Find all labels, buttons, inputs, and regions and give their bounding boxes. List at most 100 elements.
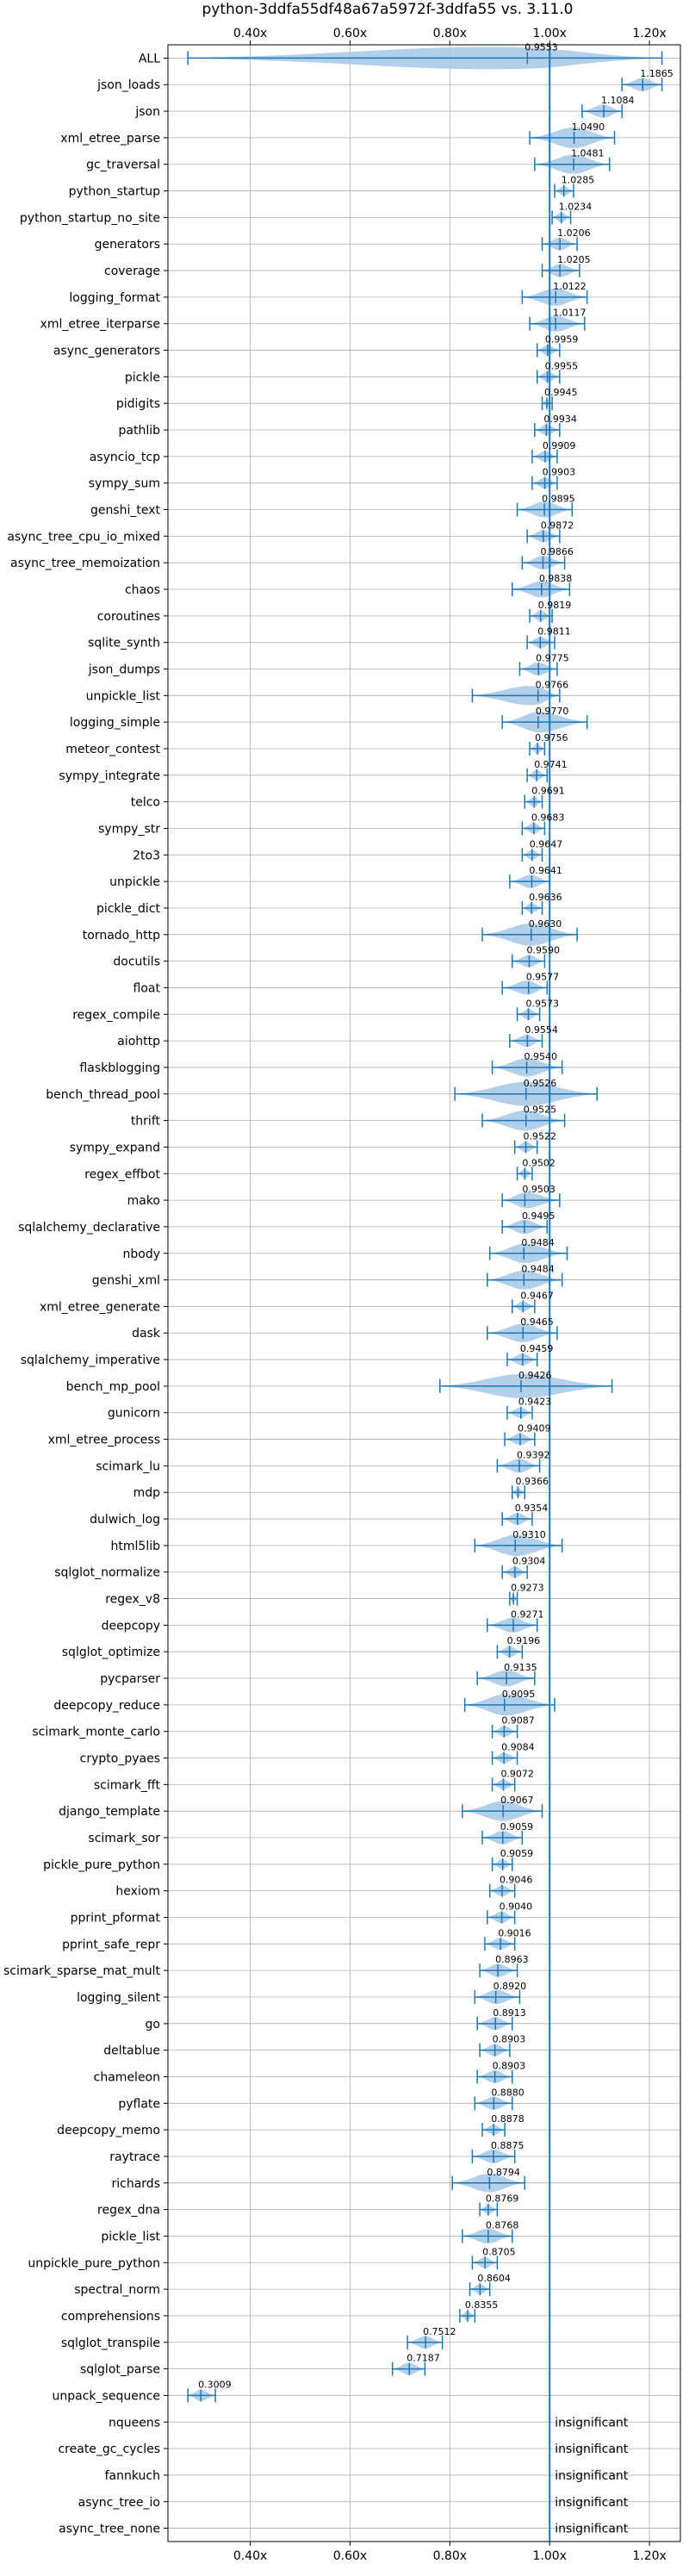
marks	[187, 45, 663, 2542]
value-label: 0.9683	[531, 812, 565, 823]
insignificant-label: insignificant	[555, 2469, 629, 2483]
value-label: 0.8878	[491, 2113, 525, 2125]
category-label: sqlglot_transpile	[61, 2336, 160, 2350]
value-label: 0.9084	[501, 1742, 535, 1753]
category-label: coroutines	[97, 610, 160, 624]
category-label: json_dumps	[88, 663, 160, 677]
value-label: 0.9770	[536, 706, 569, 717]
category-label: deepcopy	[102, 1619, 160, 1633]
category-label: async_tree_io	[78, 2496, 160, 2510]
value-label: 1.0285	[562, 175, 595, 186]
value-label: 0.9503	[522, 1184, 556, 1195]
category-label: django_template	[59, 1805, 160, 1819]
value-label: 1.1865	[640, 68, 673, 79]
value-label: 0.8875	[491, 2140, 525, 2151]
x-tick-label-bottom: 1.00x	[532, 2549, 566, 2563]
category-label: dulwich_log	[90, 1513, 160, 1527]
value-label: 0.9495	[522, 1210, 556, 1222]
category-label: dask	[132, 1327, 161, 1341]
value-label: 0.8604	[477, 2273, 511, 2284]
category-label: deltablue	[103, 2044, 160, 2058]
category-label: telco	[131, 796, 160, 810]
category-label: chaos	[125, 583, 160, 597]
value-label: 0.9271	[511, 1608, 544, 1620]
value-label: 0.9366	[515, 1476, 549, 1487]
category-label: scimark_sparse_mat_mult	[3, 1964, 160, 1978]
value-label: 0.9959	[545, 334, 579, 345]
category-label: unpickle_list	[86, 689, 161, 703]
category-label: richards	[112, 2177, 161, 2191]
category-label: logging_format	[69, 291, 160, 305]
insignificant-label: insignificant	[555, 2523, 629, 2536]
value-label: 0.9577	[526, 971, 560, 982]
category-label: create_gc_cycles	[58, 2442, 160, 2456]
value-label: 0.8920	[493, 1981, 527, 1992]
value-label: 1.1084	[601, 95, 635, 106]
chart-title: python-3ddfa55df48a67a5972f-3ddfa55 vs. …	[202, 1, 574, 18]
category-label: bench_mp_pool	[66, 1380, 160, 1394]
x-tick-label-bottom: 1.20x	[632, 2549, 666, 2563]
category-label: ALL	[139, 52, 160, 65]
category-label: pickle_list	[101, 2230, 160, 2243]
category-label: comprehensions	[61, 2310, 160, 2324]
value-label: 0.9945	[544, 387, 578, 398]
value-label: 0.9484	[521, 1264, 555, 1275]
value-label: 0.8963	[495, 1954, 529, 1965]
category-label: fannkuch	[105, 2469, 160, 2483]
value-label: 1.0234	[559, 201, 593, 212]
value-label: 0.8705	[482, 2246, 516, 2257]
category-label: genshi_text	[90, 504, 161, 518]
value-label: 0.3009	[198, 2379, 232, 2390]
category-label: deepcopy_reduce	[53, 1699, 160, 1713]
category-label: raytrace	[109, 2150, 160, 2164]
category-label: deepcopy_memo	[57, 2124, 160, 2137]
category-label: 2to3	[133, 849, 160, 862]
value-label: 0.9423	[518, 1397, 552, 1408]
category-label: unpack_sequence	[53, 2389, 160, 2403]
value-label: 0.7512	[423, 2326, 456, 2337]
value-label: 0.9909	[543, 440, 576, 451]
category-label: hexiom	[115, 1885, 160, 1899]
category-label: scimark_sor	[88, 1832, 160, 1845]
category-label: generators	[95, 238, 160, 252]
category-label: xml_etree_iterparse	[40, 318, 160, 332]
category-label: unpickle	[109, 875, 160, 889]
category-label: pathlib	[119, 424, 161, 438]
value-label: 0.9016	[498, 1927, 531, 1938]
category-label: xml_etree_process	[48, 1434, 160, 1447]
x-tick-label-bottom: 0.80x	[433, 2549, 467, 2563]
x-tick-label-top: 1.20x	[632, 27, 666, 40]
category-label: logging_simple	[70, 716, 160, 730]
labels: ALL 0.9553 json_loads 1.1865 json 1.1084 xml_e…	[3, 41, 673, 2536]
insignificant-label: insignificant	[555, 2442, 629, 2456]
category-label: sqlite_synth	[88, 637, 160, 650]
value-label: 0.9775	[536, 653, 569, 664]
value-label: 0.9196	[507, 1635, 541, 1646]
value-label: 0.9502	[522, 1157, 556, 1168]
value-label: 0.9636	[529, 892, 562, 903]
value-label: 0.9067	[500, 1795, 534, 1806]
category-label: gc_traversal	[86, 159, 160, 172]
value-label: 1.0122	[553, 281, 587, 292]
value-label: 0.8913	[493, 2007, 526, 2019]
category-label: xml_etree_parse	[60, 132, 160, 146]
value-label: 0.9484	[521, 1237, 555, 1248]
value-label: 1.0117	[553, 308, 587, 319]
value-label: 0.8355	[465, 2299, 499, 2311]
category-label: scimark_lu	[96, 1459, 160, 1473]
category-label: sympy_str	[98, 822, 160, 836]
category-label: sqlalchemy_declarative	[18, 1221, 160, 1235]
category-label: crypto_pyaes	[80, 1752, 160, 1766]
category-label: logging_silent	[77, 1991, 160, 2005]
category-label: regex_dna	[97, 2204, 160, 2218]
value-label: 0.9838	[539, 573, 573, 584]
category-label: mdp	[133, 1486, 161, 1500]
category-label: meteor_contest	[65, 743, 160, 756]
value-label: 0.9573	[525, 998, 559, 1009]
value-label: 0.9554	[525, 1024, 558, 1036]
value-label: 0.8794	[487, 2167, 520, 2178]
category-label: nqueens	[109, 2416, 160, 2430]
category-label: unpickle_pure_python	[28, 2256, 160, 2270]
category-label: regex_compile	[72, 1008, 160, 1022]
